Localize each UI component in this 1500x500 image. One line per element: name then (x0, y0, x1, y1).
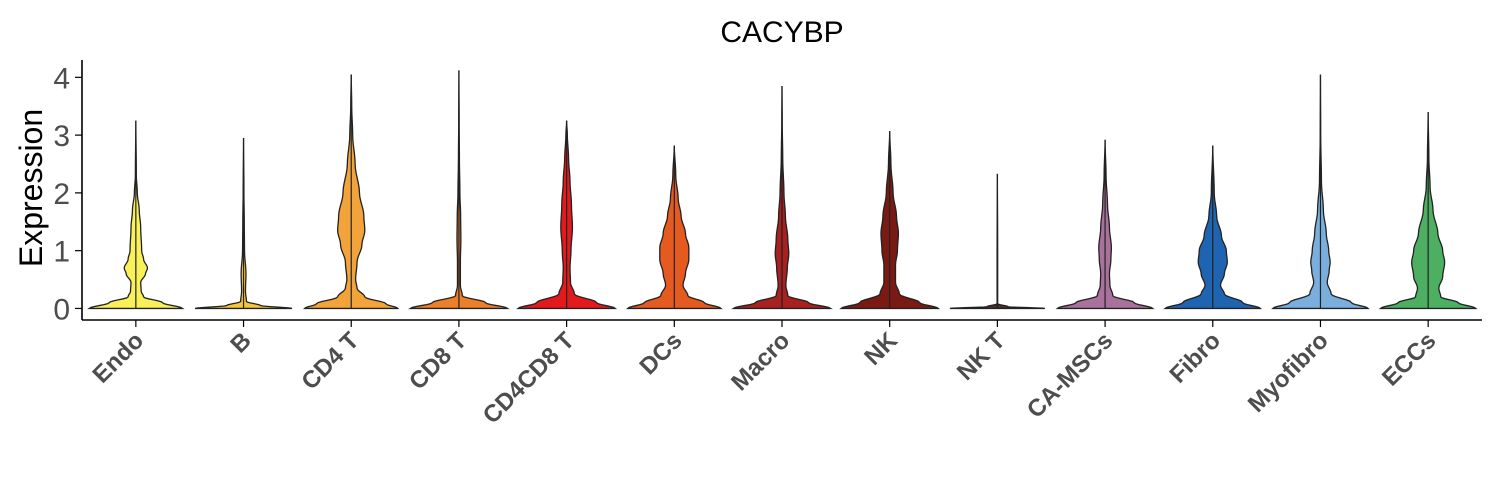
x-tick-label: CD4CD8 T (478, 327, 580, 429)
x-tick-label: Myofibro (1243, 327, 1334, 418)
x-tick-label: DCs (635, 327, 688, 380)
y-tick-label: 0 (53, 293, 70, 326)
y-axis-label: Expression (13, 109, 49, 267)
y-tick-label: 1 (53, 236, 70, 269)
y-tick-label: 3 (53, 120, 70, 153)
x-tick-label: Endo (88, 327, 150, 389)
violin-group (89, 70, 1475, 308)
x-axis-ticks: Endo B CD4 T CD8 T CD4CD8 T DCs Macro NK NK T CA-… (88, 320, 1442, 429)
x-tick-label: Macro (726, 327, 795, 396)
x-tick-label: B (225, 327, 256, 358)
x-tick-label: CD4 T (296, 327, 364, 395)
x-tick-label: Fibro (1164, 327, 1226, 389)
y-axis-ticks: 0 1 2 3 4 (53, 62, 82, 326)
y-tick-label: 4 (53, 62, 70, 95)
x-tick-label: ECCs (1377, 327, 1441, 391)
chart-title: CACYBP (720, 16, 843, 49)
y-tick-label: 2 (53, 178, 70, 211)
x-tick-label: CA-MSCs (1022, 327, 1118, 423)
x-tick-label: NK T (952, 327, 1011, 386)
x-tick-label: NK (859, 327, 903, 371)
x-tick-label: CD8 T (404, 327, 472, 395)
